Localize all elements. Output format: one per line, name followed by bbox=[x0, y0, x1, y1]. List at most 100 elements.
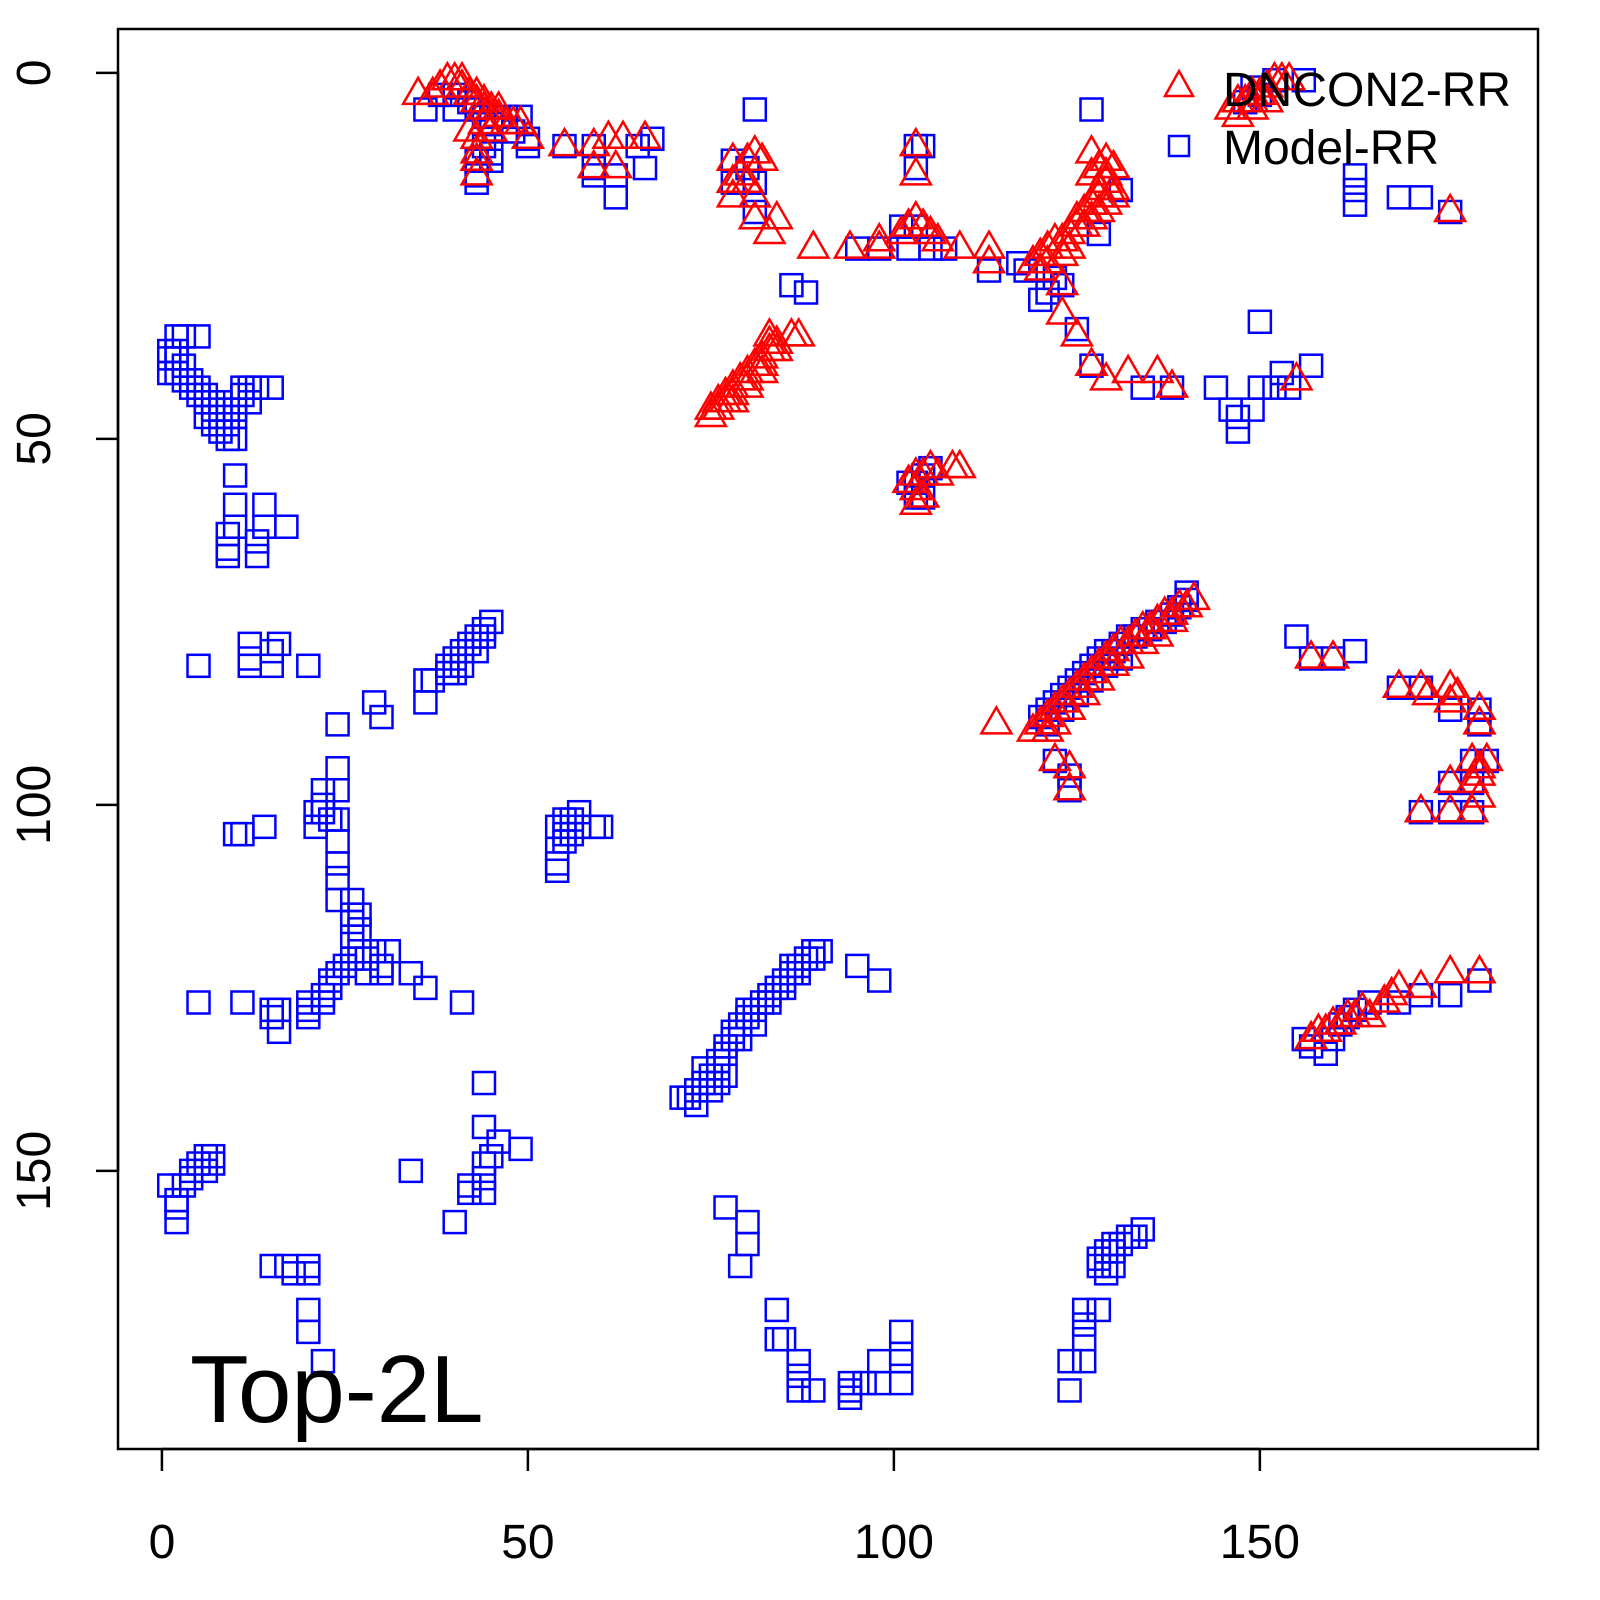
model-rr-point bbox=[339, 887, 365, 913]
model-rr-point bbox=[1006, 250, 1031, 276]
model-rr-point bbox=[1101, 1231, 1126, 1257]
model-rr-point bbox=[332, 953, 358, 979]
model-rr-point bbox=[200, 397, 226, 422]
dncon2-rr-point bbox=[744, 141, 780, 172]
model-rr-point bbox=[178, 375, 204, 400]
dncon2-rr-point bbox=[744, 338, 780, 369]
model-rr-point bbox=[1057, 1378, 1082, 1403]
model-rr-point bbox=[164, 1195, 189, 1220]
model-rr-point bbox=[691, 1070, 716, 1096]
dncon2-rr-point bbox=[627, 119, 663, 150]
dncon2-rr-point bbox=[1074, 653, 1109, 684]
dncon2-rr-point bbox=[452, 111, 487, 142]
model-rr-point bbox=[222, 463, 248, 488]
model-rr-point bbox=[801, 1378, 826, 1403]
dncon2-rr-point bbox=[1271, 60, 1307, 91]
model-rr-point bbox=[266, 631, 292, 657]
dncon2-rr-point bbox=[737, 199, 772, 230]
model-rr-point bbox=[896, 236, 921, 261]
model-rr-point bbox=[274, 514, 299, 539]
dncon2-rr-point bbox=[1045, 221, 1080, 252]
dncon2-rr-point bbox=[979, 704, 1014, 735]
dncon2-rr-point bbox=[1059, 668, 1095, 699]
model-rr-point bbox=[764, 1326, 790, 1352]
model-rr-point bbox=[222, 492, 248, 518]
x-axis: 0 50 100 150 bbox=[149, 1447, 1300, 1569]
dncon2-rr-point bbox=[1433, 792, 1468, 823]
model-rr-point bbox=[215, 397, 241, 422]
model-rr-point bbox=[296, 990, 321, 1015]
model-rr-point bbox=[1086, 1253, 1112, 1279]
dncon2-rr-point bbox=[474, 111, 509, 142]
dncon2-rr-point bbox=[598, 148, 633, 179]
model-rr-point bbox=[164, 360, 189, 386]
model-rr-point bbox=[683, 1078, 709, 1103]
dncon2-rr-point bbox=[1081, 660, 1116, 691]
model-rr-point bbox=[398, 1158, 424, 1184]
model-rr-point bbox=[318, 975, 343, 1001]
dncon2-rr-point bbox=[737, 177, 772, 208]
model-rr-point bbox=[1057, 763, 1082, 788]
dncon2-rr-point bbox=[1045, 682, 1080, 713]
dncon2-rr-point bbox=[1352, 997, 1387, 1028]
model-rr-point bbox=[186, 653, 211, 679]
model-rr-point bbox=[786, 1363, 811, 1389]
dncon2-rr-point bbox=[1052, 748, 1087, 779]
model-rr-point bbox=[1262, 375, 1287, 400]
model-rr-point bbox=[471, 616, 497, 642]
model-rr-point bbox=[1437, 982, 1463, 1008]
model-rr-point bbox=[200, 412, 226, 437]
dncon2-rr-point bbox=[1433, 682, 1468, 713]
model-rr-point bbox=[837, 1370, 863, 1396]
model-rr-point bbox=[757, 990, 782, 1015]
dncon2-rr-point bbox=[1308, 1012, 1343, 1043]
legend-square-icon bbox=[1167, 134, 1191, 158]
model-rr-point bbox=[786, 953, 811, 979]
model-rr-point bbox=[369, 960, 394, 986]
dncon2-rr-point bbox=[701, 390, 736, 420]
dncon2-rr-point bbox=[1081, 192, 1116, 223]
dncon2-rr-point bbox=[1052, 229, 1087, 259]
legend-label-dncon2: DNCON2-RR bbox=[1223, 64, 1511, 117]
model-rr-point bbox=[215, 536, 241, 561]
model-rr-point bbox=[742, 1012, 768, 1037]
model-rr-point bbox=[786, 1348, 811, 1374]
model-rr-point bbox=[793, 280, 819, 305]
model-rr-point bbox=[1467, 712, 1492, 737]
dncon2-rr-point bbox=[744, 353, 780, 384]
dncon2-rr-point bbox=[1403, 968, 1439, 999]
dncon2-rr-point bbox=[415, 75, 450, 106]
dncon2-rr-point bbox=[1154, 602, 1190, 633]
dncon2-rr-point bbox=[1067, 675, 1102, 706]
dncon2-rr-point bbox=[1140, 353, 1175, 384]
dncon2-rr-point bbox=[1045, 265, 1080, 296]
model-rr-point bbox=[1108, 1231, 1134, 1257]
dncon2-rr-point bbox=[1374, 975, 1409, 1006]
model-rr-point bbox=[1071, 1348, 1097, 1374]
dncon2-rr-point bbox=[422, 68, 458, 98]
model-rr-point bbox=[757, 982, 782, 1008]
model-rr-point bbox=[325, 756, 350, 781]
y-tick-label: 0 bbox=[8, 60, 61, 87]
model-rr-point bbox=[1130, 1217, 1155, 1242]
dncon2-rr-point bbox=[1250, 82, 1285, 113]
model-rr-point bbox=[457, 1180, 482, 1206]
model-rr-point bbox=[764, 1297, 790, 1323]
dncon2-rr-point bbox=[898, 155, 933, 186]
model-rr-point bbox=[640, 126, 665, 152]
y-tick-label: 100 bbox=[8, 765, 61, 845]
model-rr-point bbox=[464, 624, 489, 649]
model-rr-point bbox=[1342, 638, 1368, 664]
dncon2-rr-point bbox=[1323, 1004, 1358, 1035]
model-rr-point bbox=[435, 660, 460, 686]
model-rr-point bbox=[1342, 163, 1368, 188]
model-rr-point bbox=[200, 1151, 226, 1176]
model-rr-point bbox=[698, 1078, 724, 1103]
dncon2-rr-point bbox=[1081, 148, 1116, 179]
model-rr-point bbox=[449, 990, 475, 1015]
dncon2-rr-point bbox=[1110, 353, 1146, 384]
model-rr-point bbox=[544, 836, 570, 862]
model-rr-point bbox=[464, 638, 489, 664]
model-rr-point bbox=[230, 821, 255, 847]
model-rr-point bbox=[632, 155, 658, 181]
